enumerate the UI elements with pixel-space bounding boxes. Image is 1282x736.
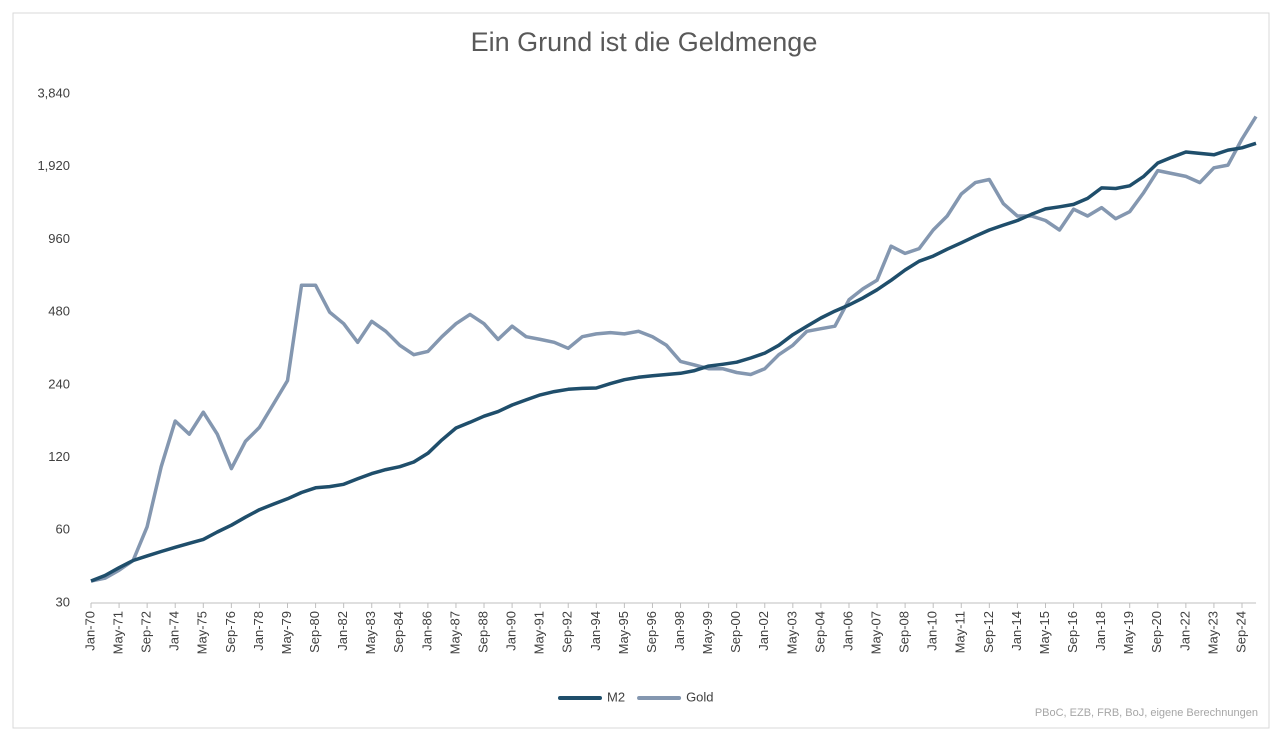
x-tick-label: Jan-02 <box>756 611 771 651</box>
x-tick-label: Jan-98 <box>672 611 687 651</box>
x-tick-label: May-83 <box>363 611 378 654</box>
x-tick-label: Jan-78 <box>251 611 266 651</box>
x-tick-label: May-07 <box>868 611 883 654</box>
x-tick-label: Jan-10 <box>925 611 940 651</box>
x-tick-label: Sep-76 <box>223 611 238 653</box>
series-line <box>90 115 1258 583</box>
y-tick-label: 30 <box>56 594 70 609</box>
x-tick-label: Sep-96 <box>644 611 659 653</box>
x-tick-label: Sep-88 <box>475 611 490 653</box>
x-tick-label: Jan-22 <box>1177 611 1192 651</box>
y-tick-label: 1,920 <box>37 158 70 173</box>
x-tick-label: May-75 <box>195 611 210 654</box>
x-tick-label: Sep-24 <box>1233 611 1248 653</box>
x-tick-label: Sep-80 <box>307 611 322 653</box>
x-tick-label: Sep-08 <box>897 611 912 653</box>
x-tick-label: Sep-20 <box>1149 611 1164 653</box>
x-tick-label: May-23 <box>1205 611 1220 654</box>
legend-label: Gold <box>686 689 713 704</box>
y-tick-label: 240 <box>48 376 70 391</box>
x-tick-label: Sep-72 <box>139 611 154 653</box>
x-tick-label: Jan-14 <box>1009 611 1024 651</box>
y-tick-label: 480 <box>48 304 70 319</box>
x-tick-label: May-11 <box>953 611 968 653</box>
x-tick-label: May-15 <box>1037 611 1052 654</box>
x-tick-label: May-79 <box>279 611 294 654</box>
x-tick-label: Jan-70 <box>82 611 97 651</box>
x-tick-label: Jan-94 <box>588 611 603 651</box>
source-note: PBoC, EZB, FRB, BoJ, eigene Berechnungen <box>1035 707 1258 719</box>
x-tick-label: May-03 <box>784 611 799 654</box>
x-tick-label: May-99 <box>700 611 715 654</box>
x-tick-label: Sep-84 <box>391 611 406 653</box>
y-tick-label: 120 <box>48 449 70 464</box>
x-tick-label: Sep-12 <box>981 611 996 653</box>
chart-title: Ein Grund ist die Geldmenge <box>471 27 818 57</box>
x-tick-label: May-91 <box>532 611 547 654</box>
x-tick-label: Jan-90 <box>504 611 519 651</box>
x-tick-label: Sep-92 <box>560 611 575 653</box>
x-tick-label: Jan-06 <box>840 611 855 651</box>
chart-border <box>12 12 1270 729</box>
x-tick-label: May-71 <box>111 611 126 654</box>
x-tick-label: Sep-04 <box>812 611 827 653</box>
y-tick-label: 3,840 <box>37 85 70 100</box>
y-tick-label: 960 <box>48 231 70 246</box>
x-tick-label: May-95 <box>616 611 631 654</box>
legend-label: M2 <box>607 689 625 704</box>
y-tick-label: 60 <box>56 522 70 537</box>
x-tick-label: May-19 <box>1121 611 1136 654</box>
x-tick-label: May-87 <box>447 611 462 654</box>
x-tick-label: Jan-74 <box>167 611 182 651</box>
x-tick-label: Jan-86 <box>419 611 434 651</box>
x-tick-label: Jan-82 <box>335 611 350 651</box>
x-tick-label: Jan-18 <box>1093 611 1108 651</box>
x-tick-label: Sep-16 <box>1065 611 1080 653</box>
x-tick-label: Sep-00 <box>728 611 743 653</box>
series-line <box>90 141 1257 583</box>
